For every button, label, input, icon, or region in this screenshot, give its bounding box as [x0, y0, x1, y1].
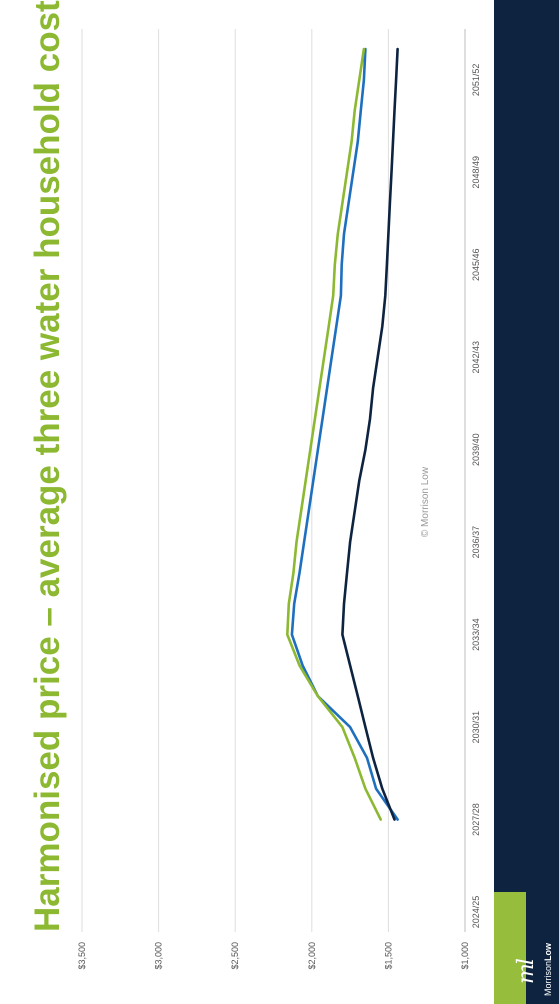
logo-text-a: Morrison [543, 960, 553, 996]
grid-layer [81, 29, 466, 932]
x-tick-label: 2051/52 [471, 64, 481, 97]
x-tick-label: 2030/31 [471, 711, 481, 744]
x-tick-label: 2024/25 [471, 896, 481, 929]
series-layer [286, 47, 399, 821]
footer-band [494, 0, 559, 1004]
line-chart: $1,000 $1,500 $2,000 $2,500 $3,000 $3,500 202… [77, 29, 481, 970]
y-axis: $1,000 $1,500 $2,000 $2,500 $3,000 $3,500 [77, 942, 470, 970]
series-line [286, 47, 382, 821]
y-tick-label: $1,000 [460, 942, 470, 970]
x-axis: 2024/25 2027/28 2030/31 2033/34 2036/37 2039/… [471, 64, 481, 929]
series-line [290, 47, 399, 821]
x-tick-label: 2042/43 [471, 341, 481, 374]
y-tick-label: $2,500 [230, 942, 240, 970]
x-tick-label: 2033/34 [471, 618, 481, 651]
x-tick-label: 2036/37 [471, 526, 481, 559]
y-tick-label: $2,000 [307, 942, 317, 970]
logo-text-b: Low [543, 942, 553, 961]
logo-mark-icon: ml [514, 960, 539, 984]
logo-text: MorrisonLow [543, 943, 553, 996]
x-tick-label: 2039/40 [471, 433, 481, 466]
x-tick-label: 2027/28 [471, 803, 481, 836]
y-tick-label: $3,000 [154, 942, 164, 970]
y-tick-label: $3,500 [77, 942, 87, 970]
morrison-low-logo: ml MorrisonLow [514, 922, 554, 998]
series-line [341, 47, 399, 821]
y-tick-label: $1,500 [383, 942, 393, 970]
x-tick-label: 2048/49 [471, 156, 481, 189]
copyright-text: © Morrison Low [420, 466, 431, 538]
x-tick-label: 2045/46 [471, 248, 481, 281]
